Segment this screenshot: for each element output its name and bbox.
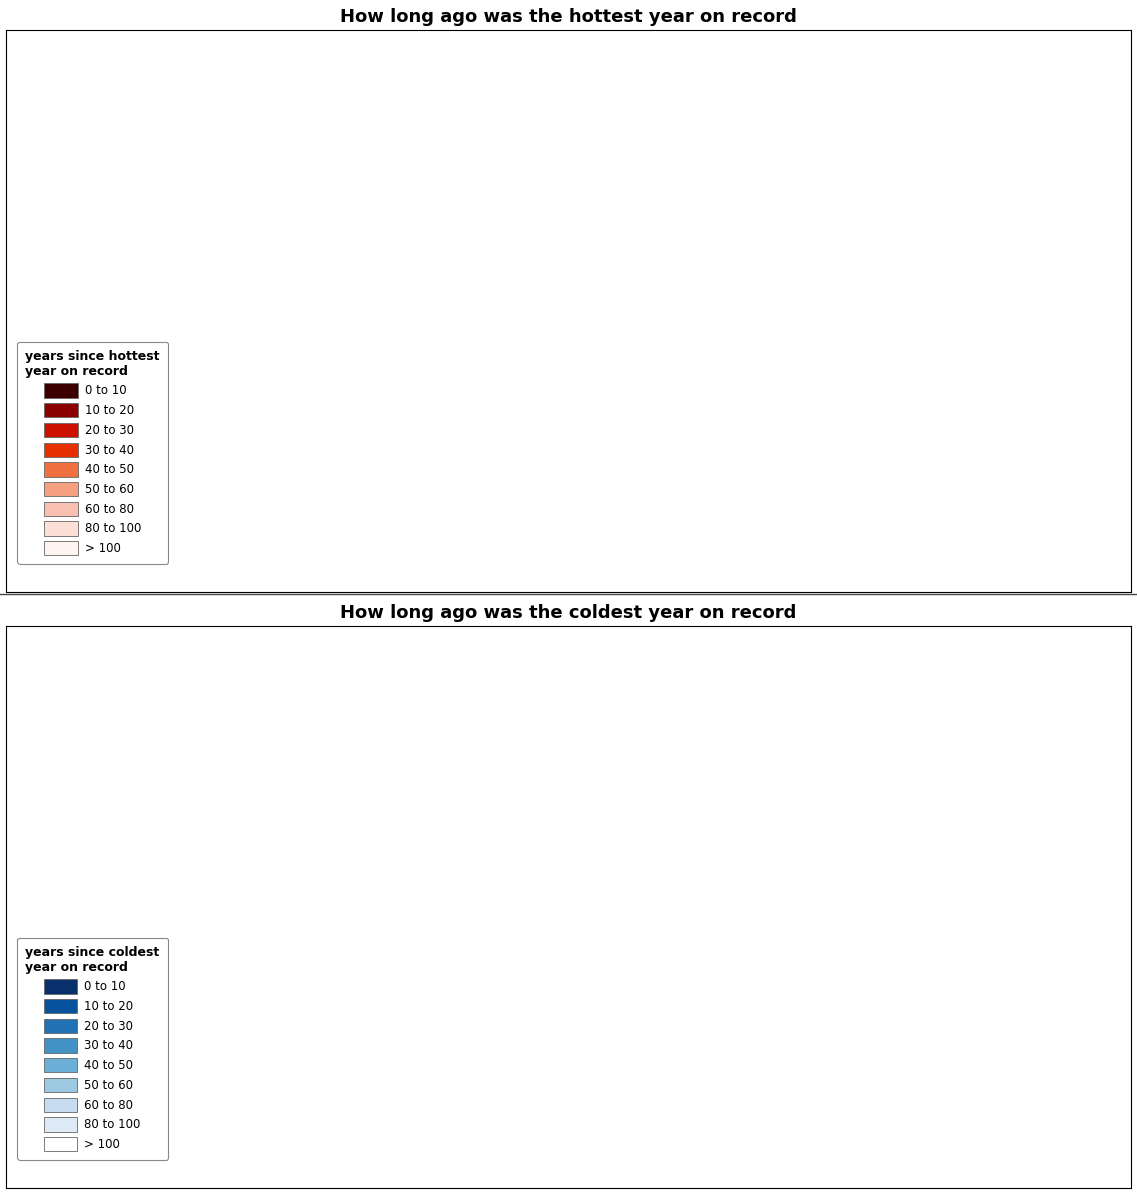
Legend: 0 to 10, 10 to 20, 20 to 30, 30 to 40, 40 to 50, 50 to 60, 60 to 80, 80 to 100, : 0 to 10, 10 to 20, 20 to 30, 30 to 40, 4…	[17, 342, 168, 564]
Legend: 0 to 10, 10 to 20, 20 to 30, 30 to 40, 40 to 50, 50 to 60, 60 to 80, 80 to 100, : 0 to 10, 10 to 20, 20 to 30, 30 to 40, 4…	[17, 937, 168, 1159]
Title: How long ago was the coldest year on record: How long ago was the coldest year on rec…	[340, 604, 797, 622]
Title: How long ago was the hottest year on record: How long ago was the hottest year on rec…	[340, 7, 797, 25]
